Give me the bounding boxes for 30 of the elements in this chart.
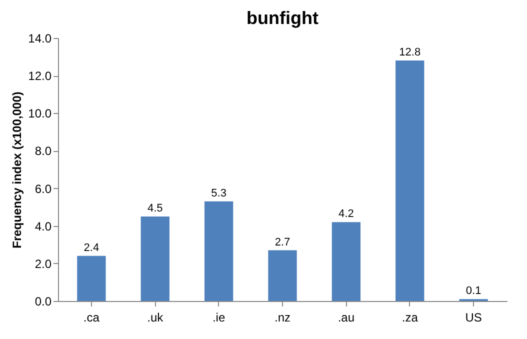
data-label: 4.5 (147, 202, 163, 214)
x-tick-label: .au (338, 310, 355, 324)
y-tick-label: 0.0 (34, 294, 52, 308)
data-label: 5.3 (211, 187, 226, 200)
y-tick-label: 8.0 (34, 144, 52, 158)
chart-title: bunfight (246, 8, 318, 28)
x-tick-label: .nz (274, 310, 291, 324)
x-tick-label: .ca (83, 310, 100, 324)
data-label: 2.4 (84, 242, 100, 254)
data-label: 2.7 (274, 236, 290, 248)
bar (140, 216, 170, 301)
bar (204, 201, 234, 301)
y-tick-label: 6.0 (34, 182, 52, 196)
bar (332, 222, 361, 301)
bar (268, 250, 297, 301)
x-tick-label: .uk (147, 310, 164, 324)
data-label: 4.2 (338, 208, 354, 220)
data-label: 12.8 (399, 46, 421, 59)
x-tick-label: .ie (212, 310, 226, 324)
y-tick-label: 4.0 (34, 219, 52, 234)
y-axis-title: Frequency index (x100,000) (10, 92, 24, 248)
y-tick-label: 2.0 (34, 256, 52, 271)
y-tick-label: 14.0 (28, 32, 52, 46)
bar (77, 256, 106, 301)
x-tick-label: .za (402, 310, 418, 324)
x-tick-label: US (465, 310, 482, 324)
y-tick-label: 10.0 (28, 106, 52, 121)
data-label: 0.1 (466, 285, 482, 298)
bar (396, 60, 424, 301)
y-tick-label: 12.0 (28, 69, 52, 84)
